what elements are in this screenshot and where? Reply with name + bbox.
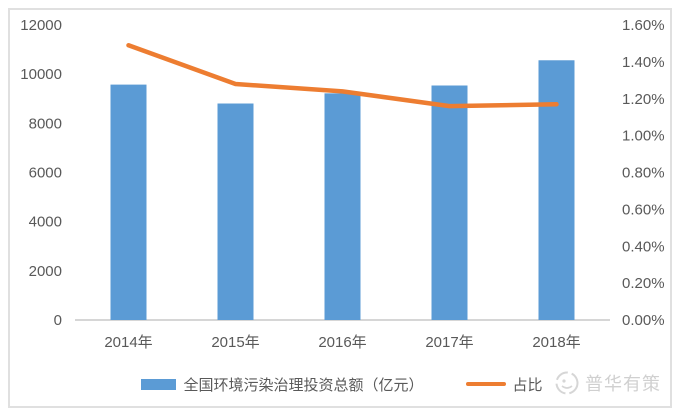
left-axis-tick: 2000 [29,263,62,280]
chart-legend: 全国环境污染治理投资总额（亿元） 占比 [0,374,684,394]
right-axis-tick: 0.00% [622,312,665,329]
left-axis-tick: 10000 [20,66,62,83]
legend-item-investment: 全国环境污染治理投资总额（亿元） [141,374,424,395]
left-axis-tick: 4000 [29,214,62,231]
puhua-youce-logo-icon [555,371,579,395]
right-axis-tick: 1.20% [622,91,665,108]
right-axis-tick: 1.60% [622,17,665,34]
x-axis-category: 2015年 [211,334,259,351]
right-axis-tick: 0.60% [622,201,665,218]
line-series-label: 占比 [512,376,543,394]
right-axis-tick: 0.20% [622,275,665,292]
right-axis-tick: 0.40% [622,238,665,255]
left-axis-tick: 8000 [29,115,62,132]
x-axis-category: 2016年 [318,334,366,351]
legend-item-ratio: 占比 [465,374,543,395]
left-axis-tick: 0 [54,312,62,329]
right-axis-tick: 1.00% [622,128,665,145]
right-axis-tick: 0.80% [622,165,665,182]
watermark-text: 普华有策 [585,374,661,394]
bar-2014年 [110,84,147,320]
x-axis-category: 2014年 [104,334,152,351]
bar-2016年 [324,93,361,320]
left-axis-tick: 12000 [20,17,62,34]
bar-2015年 [217,103,254,320]
bar-series-swatch-icon [141,378,177,390]
x-axis-category: 2017年 [425,334,473,351]
bar-2018年 [538,60,575,320]
watermark: 普华有策 [554,370,661,396]
line-series-swatch-icon [465,382,506,386]
bar-2017年 [431,85,468,321]
bar-series-label: 全国环境污染治理投资总额（亿元） [183,376,424,394]
x-axis-category: 2018年 [532,334,580,351]
right-axis-tick: 1.40% [622,54,665,71]
ratio-line [126,43,559,109]
left-axis-tick: 6000 [29,165,62,182]
